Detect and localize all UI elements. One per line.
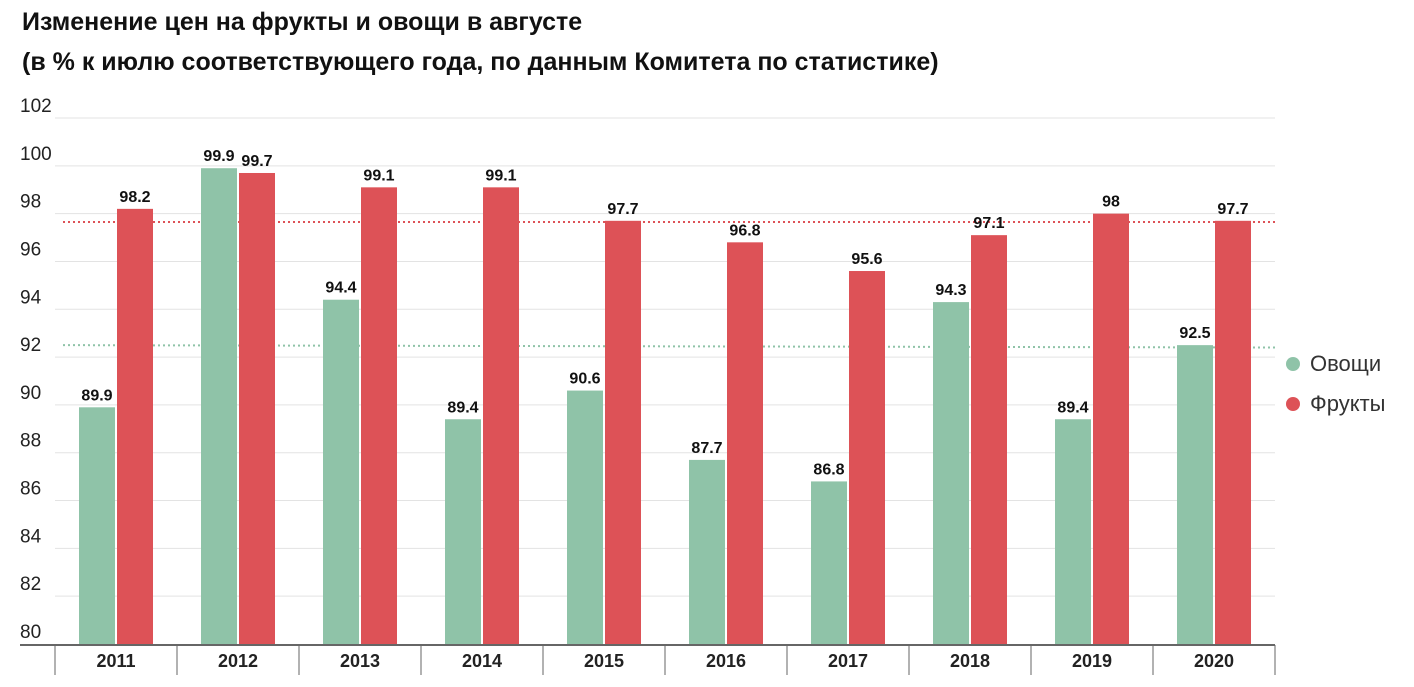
x-tick-label-2015: 2015 [584,651,624,671]
bar-fruits-2020 [1215,220,1251,645]
y-tick-label-102: 102 [20,96,52,117]
y-tick-label-94: 94 [20,287,42,308]
y-tick-label-84: 84 [20,526,42,547]
bar-vegetables-2020 [1177,345,1213,644]
data-label-vegetables-2011: 89.9 [81,387,112,404]
data-label-fruits-2020: 97.7 [1217,201,1248,218]
data-label-vegetables-2020: 92.5 [1179,325,1210,342]
bar-fruits-2019 [1093,213,1129,645]
data-label-fruits-2012: 99.7 [241,153,272,170]
data-label-fruits-2016: 96.8 [729,222,760,239]
legend-label-vegetables: Овощи [1310,351,1382,376]
bar-vegetables-2017 [811,481,847,644]
chart-title: Изменение цен на фрукты и овощи в август… [22,8,583,36]
legend-swatch-vegetables [1286,357,1300,371]
legend-label-fruits: Фрукты [1310,391,1386,416]
y-tick-label-82: 82 [20,574,41,595]
bars [79,168,1251,645]
data-label-vegetables-2013: 94.4 [325,280,356,297]
bar-fruits-2013 [361,187,397,644]
y-tick-label-96: 96 [20,239,41,260]
y-tick-label-100: 100 [20,144,52,165]
data-label-fruits-2011: 98.2 [119,189,150,206]
legend-swatch-fruits [1286,397,1300,411]
x-tick-label-2012: 2012 [218,651,258,671]
bar-fruits-2016 [727,242,763,644]
data-label-fruits-2018: 97.1 [973,215,1004,232]
chart-subtitle: (в % к июлю соответствующего года, по да… [22,48,939,76]
bar-vegetables-2012 [201,168,237,644]
data-label-vegetables-2019: 89.4 [1057,399,1088,416]
bar-vegetables-2015 [567,390,603,644]
y-tick-label-90: 90 [20,383,41,404]
data-label-fruits-2014: 99.1 [485,167,516,184]
trend-line-vegetables [62,344,1276,349]
data-label-vegetables-2018: 94.3 [935,282,966,299]
y-tick-label-88: 88 [20,431,41,452]
y-tick-label-86: 86 [20,479,41,500]
x-tick-label-2019: 2019 [1072,651,1112,671]
data-label-vegetables-2014: 89.4 [447,399,478,416]
x-tick-label-2018: 2018 [950,651,990,671]
y-tick-label-92: 92 [20,335,41,356]
x-axis: 2011 2012 2013 2014 2015 2016 2017 2018 2019 2020 [20,644,1276,675]
bar-vegetables-2013 [323,299,359,644]
legend-item-vegetables: Овощи [1286,350,1385,378]
bar-fruits-2018 [971,235,1007,644]
bar-fruits-2012 [239,172,275,644]
bar-vegetables-2011 [79,407,115,644]
x-tick-label-2013: 2013 [340,651,380,671]
data-label-vegetables-2012: 99.9 [203,148,234,165]
bar-vegetables-2018 [933,302,969,644]
data-label-fruits-2019: 98 [1102,194,1120,211]
data-label-fruits-2015: 97.7 [607,201,638,218]
data-label-vegetables-2015: 90.6 [569,371,600,388]
bar-fruits-2017 [849,271,885,644]
bar-vegetables-2016 [689,459,725,644]
data-label-fruits-2013: 99.1 [363,167,394,184]
x-tick-label-2016: 2016 [706,651,746,671]
data-label-fruits-2017: 95.6 [851,251,882,268]
y-tick-label-98: 98 [20,192,41,213]
bar-fruits-2015 [605,220,641,645]
legend-item-fruits: Фрукты [1286,390,1385,418]
bar-vegetables-2014 [445,419,481,644]
data-label-vegetables-2016: 87.7 [691,440,722,457]
x-tick-label-2020: 2020 [1194,651,1234,671]
x-tick-label-2011: 2011 [96,651,135,671]
data-labels: 89.9 99.9 94.4 89.4 90.6 87.7 86.8 94.3 89.4 92.5… [81,148,1248,478]
bar-fruits-2014 [483,187,519,644]
legend: Овощи Фрукты [1286,350,1385,430]
x-tick-label-2017: 2017 [828,651,868,671]
bar-fruits-2011 [117,208,153,644]
y-tick-label-80: 80 [20,622,41,643]
bar-vegetables-2019 [1055,419,1091,644]
data-label-vegetables-2017: 86.8 [813,461,844,478]
x-tick-label-2014: 2014 [462,651,502,671]
